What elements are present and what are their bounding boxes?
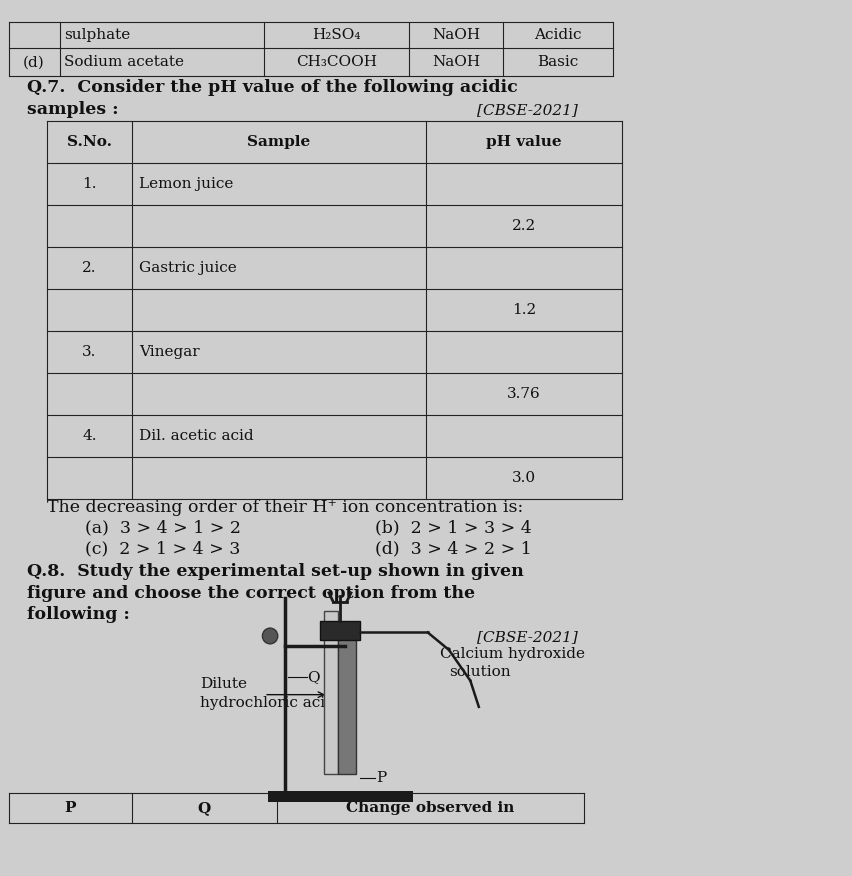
Text: Calcium hydroxide: Calcium hydroxide [440, 647, 585, 661]
Text: sulphate: sulphate [64, 28, 130, 42]
Text: Vinegar: Vinegar [139, 345, 199, 359]
Text: H₂SO₄: H₂SO₄ [313, 28, 360, 42]
Text: pH value: pH value [486, 135, 561, 149]
Text: (b)  2 > 1 > 3 > 4: (b) 2 > 1 > 3 > 4 [375, 519, 532, 537]
Text: Q: Q [307, 670, 320, 684]
Text: Q.7.  Consider the pH value of the following acidic: Q.7. Consider the pH value of the follow… [27, 79, 518, 96]
Text: 3.: 3. [83, 345, 96, 359]
Text: Dil. acetic acid: Dil. acetic acid [139, 429, 254, 443]
Text: (d)  3 > 4 > 2 > 1: (d) 3 > 4 > 2 > 1 [375, 540, 532, 558]
Text: (d): (d) [23, 55, 45, 69]
Text: CH₃COOH: CH₃COOH [296, 55, 377, 69]
Text: P: P [65, 802, 76, 815]
Text: Q: Q [198, 802, 211, 815]
Text: NaOH: NaOH [432, 28, 480, 42]
Bar [320, 621, 360, 640]
Text: Q.8.  Study the experimental set-up shown in given: Q.8. Study the experimental set-up shown… [27, 562, 524, 580]
Circle shape [262, 628, 278, 644]
Text: Sample: Sample [247, 135, 311, 149]
Text: NaOH: NaOH [432, 55, 480, 69]
Text: samples :: samples : [27, 101, 119, 118]
Text: hydrochloric acid: hydrochloric acid [200, 696, 335, 710]
Text: [CBSE-2021]: [CBSE-2021] [477, 103, 578, 117]
Text: 1.2: 1.2 [512, 303, 536, 317]
Text: 3.76: 3.76 [507, 387, 541, 401]
Text: Basic: Basic [538, 55, 579, 69]
Bar [324, 611, 338, 774]
Text: Dilute: Dilute [200, 677, 247, 691]
Text: 3.0: 3.0 [512, 471, 536, 485]
Text: following :: following : [27, 606, 130, 624]
Text: 4.: 4. [82, 429, 97, 443]
Text: 2.: 2. [82, 261, 97, 275]
Text: S.No.: S.No. [67, 135, 112, 149]
Text: Acidic: Acidic [534, 28, 582, 42]
Text: The decreasing order of their H⁺ ion concentration is:: The decreasing order of their H⁺ ion con… [47, 498, 523, 516]
Text: P: P [377, 771, 387, 785]
Text: figure and choose the correct option from the: figure and choose the correct option fro… [27, 584, 475, 602]
Text: 2.2: 2.2 [512, 219, 536, 233]
Bar [338, 636, 356, 774]
Text: Gastric juice: Gastric juice [139, 261, 237, 275]
Text: Change observed in: Change observed in [346, 802, 515, 815]
Text: solution: solution [449, 665, 510, 679]
Bar [268, 791, 413, 802]
Text: Lemon juice: Lemon juice [139, 177, 233, 191]
Text: Sodium acetate: Sodium acetate [64, 55, 184, 69]
Text: [CBSE-2021]: [CBSE-2021] [477, 630, 578, 644]
Text: (a)  3 > 4 > 1 > 2: (a) 3 > 4 > 1 > 2 [85, 519, 241, 537]
Text: 1.: 1. [82, 177, 97, 191]
Text: (c)  2 > 1 > 4 > 3: (c) 2 > 1 > 4 > 3 [85, 540, 240, 558]
